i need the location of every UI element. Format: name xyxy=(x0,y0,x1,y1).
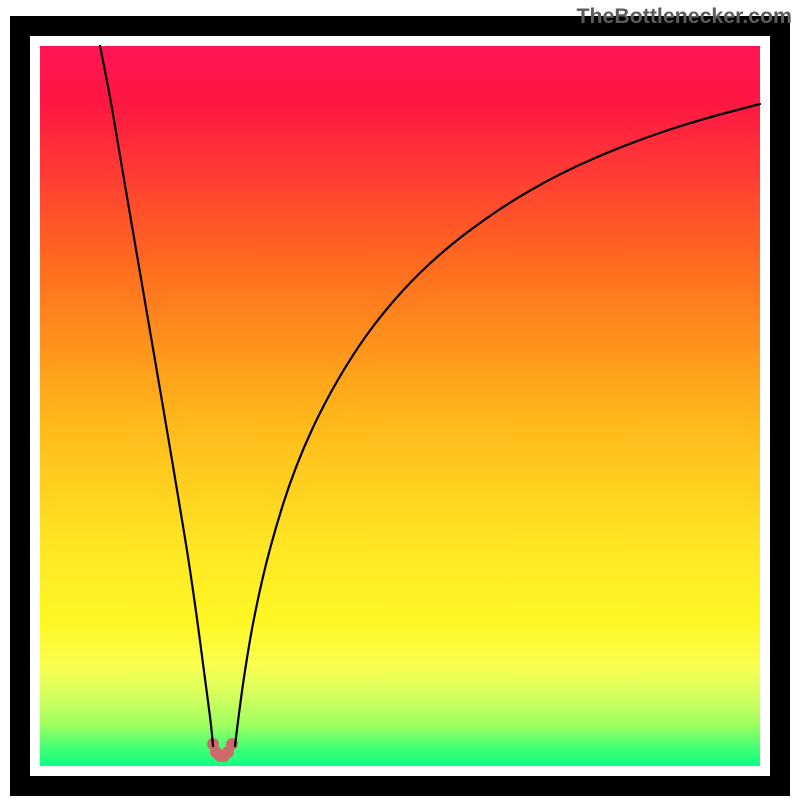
gradient-background xyxy=(40,46,760,766)
bottleneck-plot xyxy=(0,0,800,800)
stage: TheBottlenecker.com xyxy=(0,0,800,800)
plot-inner xyxy=(40,46,760,766)
watermark-text: TheBottlenecker.com xyxy=(576,4,792,29)
